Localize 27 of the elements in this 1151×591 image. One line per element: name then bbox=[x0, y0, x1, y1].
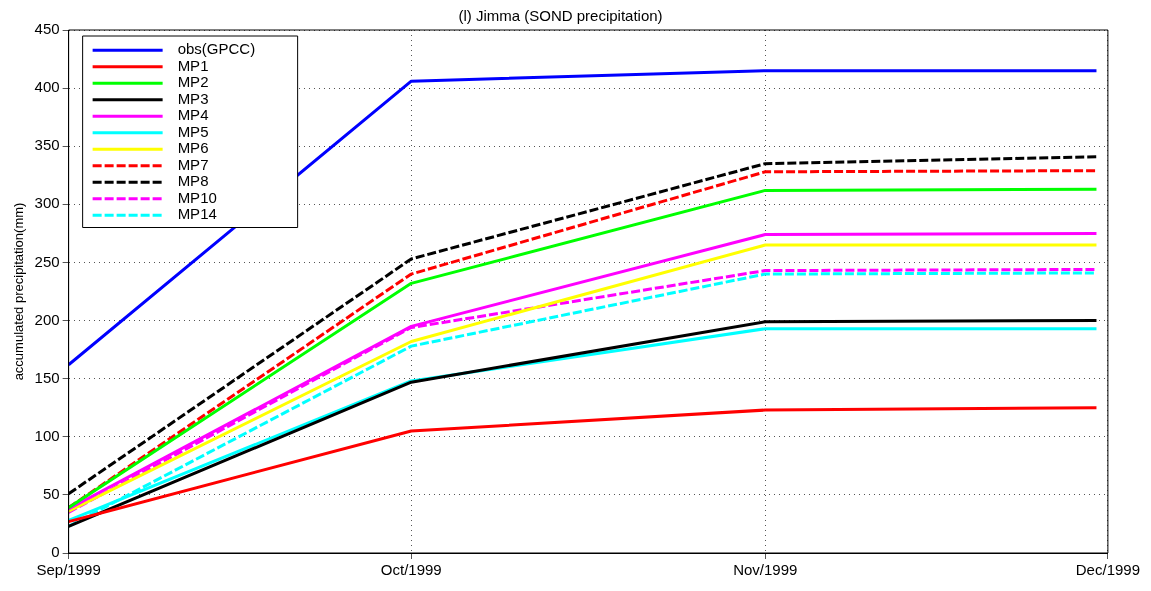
legend-label: MP6 bbox=[177, 139, 209, 157]
legend-label: MP10 bbox=[177, 188, 217, 206]
legend-label: MP4 bbox=[177, 106, 209, 124]
chart-title: (l) Jimma (SOND precipitation) bbox=[458, 7, 663, 25]
legend-label: MP3 bbox=[177, 89, 209, 107]
y-tick-label: 300 bbox=[34, 194, 60, 212]
y-tick-label: 150 bbox=[34, 368, 60, 386]
x-tick-label: Nov/1999 bbox=[733, 561, 798, 579]
y-tick-label: 350 bbox=[34, 136, 60, 154]
x-tick-label: Sep/1999 bbox=[36, 561, 101, 579]
y-tick-label: 0 bbox=[51, 543, 60, 561]
y-tick-label: 200 bbox=[34, 310, 60, 328]
legend-label: MP5 bbox=[177, 122, 209, 140]
y-tick-label: 450 bbox=[34, 20, 60, 38]
x-tick-label: Oct/1999 bbox=[380, 561, 442, 579]
legend-label: MP14 bbox=[177, 205, 217, 223]
legend-label: MP7 bbox=[177, 155, 209, 173]
y-axis-title: accumulated precipitation(mm) bbox=[11, 202, 27, 381]
legend-label: MP1 bbox=[177, 56, 209, 74]
legend-label: MP2 bbox=[177, 73, 209, 91]
y-tick-label: 250 bbox=[34, 252, 60, 270]
legend-label: MP8 bbox=[177, 172, 209, 190]
legend-label: obs(GPCC) bbox=[177, 40, 256, 58]
y-tick-label: 100 bbox=[34, 426, 60, 444]
y-tick-label: 400 bbox=[34, 78, 60, 96]
x-tick-label: Dec/1999 bbox=[1075, 561, 1140, 579]
y-tick-label: 50 bbox=[42, 485, 60, 503]
